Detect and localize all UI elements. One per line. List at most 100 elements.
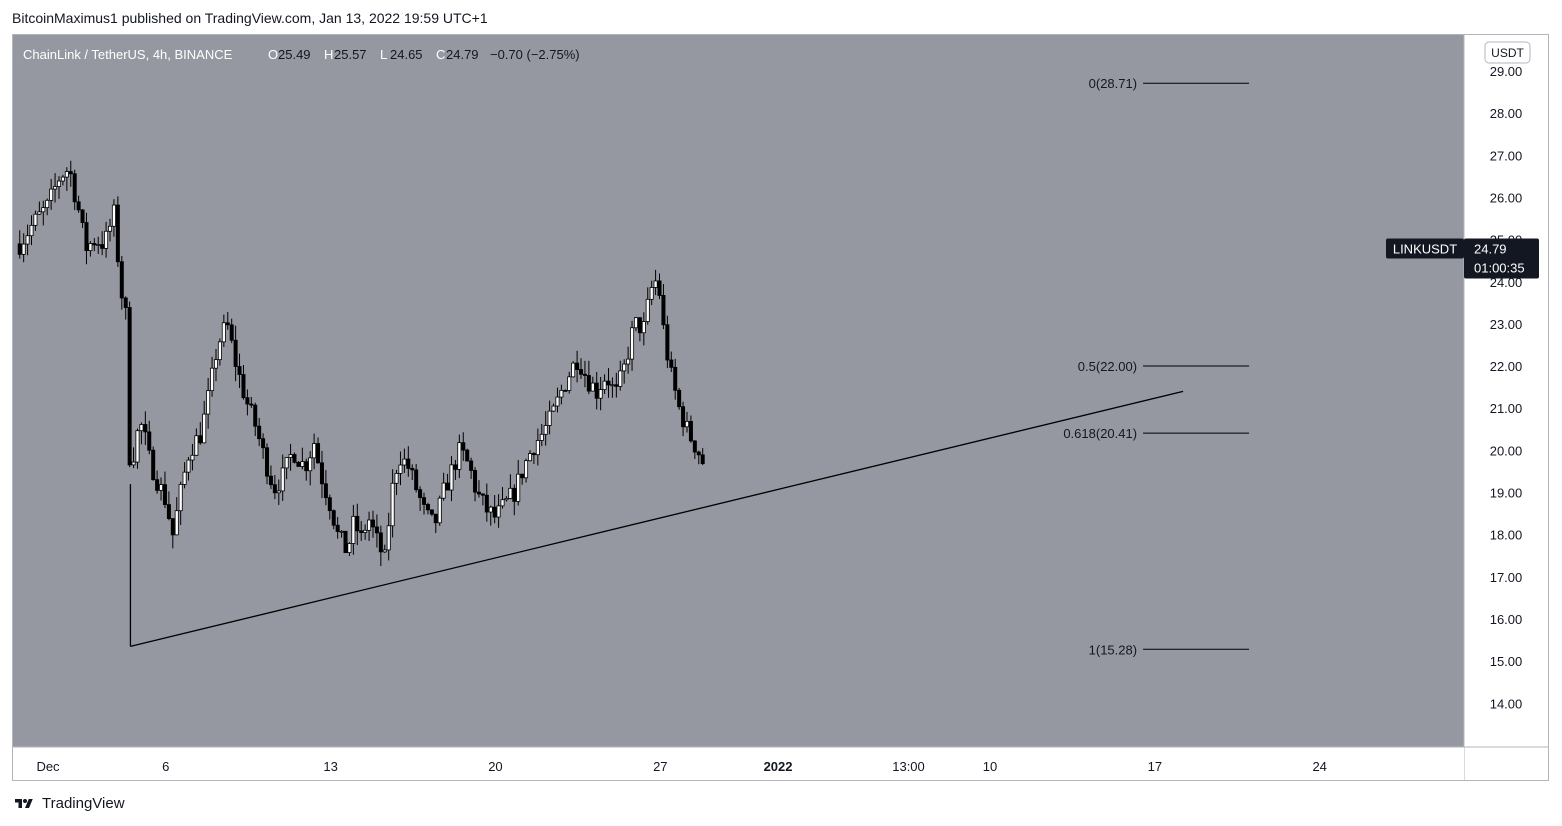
candle-down [673,366,678,391]
candle-down [425,504,430,511]
plot-area[interactable] [13,35,1464,747]
candle-down [249,403,254,406]
candle-up [641,321,646,334]
candle-down [492,506,497,518]
price-tick-label: 14.00 [1490,696,1523,711]
candle-down [429,509,434,515]
candle-up [300,461,305,467]
candle-up [504,498,509,501]
publisher-caption: BitcoinMaximus1 published on TradingView… [12,10,488,26]
last-price-label: LINKUSDT 24.79 01:00:35 [1386,238,1539,279]
candle-up [618,370,623,387]
candle-down [119,261,124,299]
candle-down [414,469,419,491]
candle-up [33,213,38,226]
candle-up [284,457,289,469]
candle-up [630,327,635,360]
ohlc-high-value: 25.57 [334,47,367,62]
candle-up [56,180,61,187]
chart-frame: 0(28.71) 0.5(22.00) 0.618(20.41) 1(15.28) C… [12,34,1549,781]
candle-down [143,424,148,433]
tradingview-logo[interactable]: TradingView [12,795,125,812]
candle-up [202,413,207,444]
candle-down [147,431,152,451]
candle-down [170,518,175,536]
price-tick-label: 23.00 [1490,317,1523,332]
time-axis-ticks: Dec 6 13 20 27 2022 13:00 10 17 24 [36,759,1326,774]
chart-canvas[interactable]: 0(28.71) 0.5(22.00) 0.618(20.41) 1(15.28) C… [13,35,1548,780]
candle-down [473,470,478,493]
candle-up [590,382,595,392]
candle-down [84,222,89,252]
time-tick-label: 27 [653,759,667,774]
candle-down [469,460,474,471]
candle-up [41,207,46,213]
candle-up [111,204,116,227]
candle-up [60,176,65,182]
candle-up [139,424,144,432]
price-scale[interactable] [1464,35,1548,747]
fib-retracement[interactable]: 0(28.71) 0.5(22.00) 0.618(20.41) 1(15.28) [1063,76,1250,657]
ohlc-close-value: 24.79 [446,47,479,62]
candle-up [551,405,556,412]
price-tick-label: 18.00 [1490,528,1523,543]
candle-up [398,464,403,474]
time-tick-label: 13 [323,759,337,774]
candle-down [261,438,266,449]
candle-down [245,397,250,405]
candle-down [68,171,73,175]
candle-down [445,482,450,491]
candle-up [159,484,164,491]
candle-up [280,467,285,492]
ohlc-low-label: L [380,47,387,62]
candle-up [390,482,395,527]
price-tick-label: 27.00 [1490,148,1523,163]
price-tick-label: 26.00 [1490,190,1523,205]
time-scale[interactable] [13,747,1464,780]
last-price-countdown: 01:00:35 [1474,260,1525,275]
candle-up [347,543,352,554]
candle-up [37,211,42,215]
time-tick-label: 20 [488,759,502,774]
candle-down [127,307,132,466]
fib-level-label: 0.618(20.41) [1063,426,1137,441]
candle-down [461,442,466,451]
candle-up [555,396,560,407]
candle-down [331,510,336,526]
candle-down [198,435,203,444]
time-tick-label: 2022 [764,759,793,774]
candle-down [512,487,517,502]
candle-up [449,464,454,491]
last-price-badge [1464,238,1539,279]
candle-down [316,443,321,464]
candle-down [80,209,85,223]
ohlc-close-label: C [436,47,445,62]
last-price-symbol: LINKUSDT [1393,241,1457,256]
ohlc-open-label: O [268,47,278,62]
candle-down [233,339,238,367]
candle-down [677,389,682,408]
candle-down [700,454,705,465]
candle-down [162,484,167,505]
candle-up [394,472,399,484]
candle-down [480,493,485,496]
candle-up [543,425,548,435]
candle-up [49,188,54,201]
tradingview-logo-icon [15,798,33,808]
trendline[interactable] [130,390,1184,647]
candle-up [527,453,532,462]
candle-down [692,440,697,453]
candle-up [108,225,113,232]
candle-down [575,362,580,370]
price-tick-label: 16.00 [1490,612,1523,627]
candle-down [661,295,666,326]
candle-down [100,244,105,249]
candle-up [645,298,650,322]
candle-down [688,420,693,442]
candle-up [64,171,69,178]
price-tick-label: 19.00 [1490,486,1523,501]
candle-up [508,487,513,499]
currency-badge[interactable] [1484,41,1531,64]
candle-down [370,519,375,528]
candle-down [378,532,383,553]
